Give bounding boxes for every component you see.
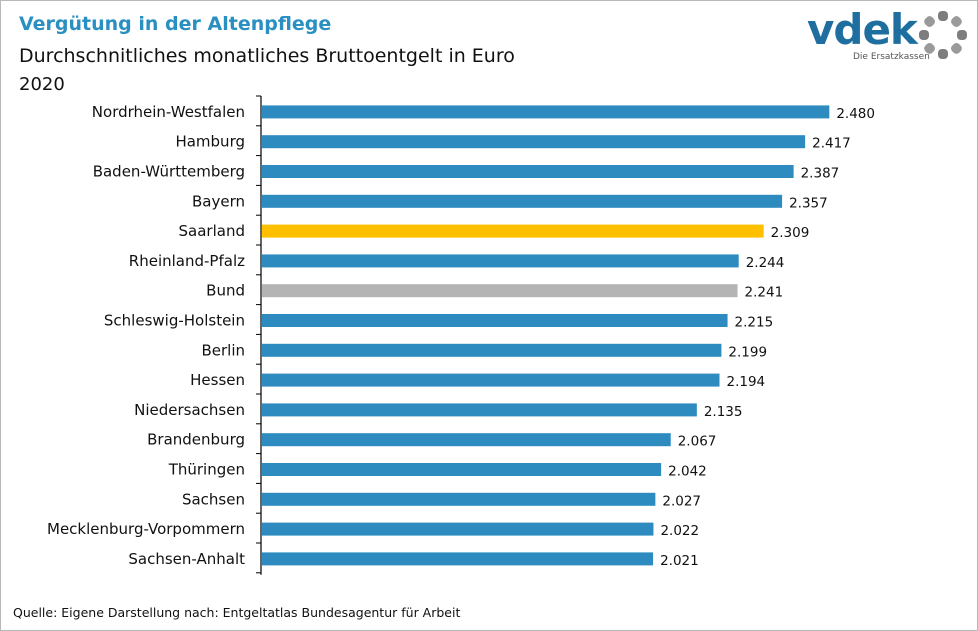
logo-tagline: Die Ersatzkassen (853, 52, 930, 62)
data-label: 2.480 (836, 106, 875, 122)
category-label: Brandenburg (147, 431, 245, 449)
bar (262, 254, 739, 268)
data-label: 2.022 (660, 523, 699, 539)
data-label: 2.199 (728, 344, 767, 360)
bar (262, 135, 806, 149)
logo-dot (951, 16, 962, 27)
bar (262, 165, 794, 178)
vdek-logo: vdek Die Ersatzkassen (801, 5, 973, 67)
bar (262, 284, 738, 298)
logo-dot (919, 30, 929, 40)
category-label: Niedersachsen (134, 401, 245, 419)
category-label: Sachsen-Anhalt (128, 550, 245, 568)
bar (262, 314, 728, 327)
bar (262, 105, 830, 119)
data-label: 2.357 (789, 195, 828, 211)
source-note: Quelle: Eigene Darstellung nach: Entgelt… (13, 605, 461, 620)
bar (262, 522, 654, 536)
bar (262, 373, 720, 387)
logo-dot (957, 30, 967, 40)
logo-ring-icon (919, 11, 967, 59)
category-label: Mecklenburg-Vorpommern (47, 520, 245, 538)
category-label: Nordrhein-Westfalen (92, 103, 245, 121)
data-label: 2.241 (745, 285, 784, 301)
data-label: 2.135 (704, 404, 743, 420)
category-label: Baden-Württemberg (93, 163, 245, 181)
bar (262, 224, 764, 238)
chart-subtitle: Durchschnitliches monatliches Bruttoentg… (19, 45, 515, 67)
chart-year: 2020 (19, 74, 65, 95)
bar (262, 433, 671, 447)
bar (262, 194, 783, 208)
category-label: Thüringen (168, 461, 245, 479)
data-label: 2.042 (668, 464, 707, 480)
logo-wordmark: vdek (807, 5, 918, 54)
data-label: 2.067 (678, 434, 717, 450)
chart-title: Vergütung in der Altenpflege (19, 13, 332, 35)
category-label: Schleswig-Holstein (104, 312, 245, 330)
data-label: 2.387 (801, 166, 840, 182)
logo-dot (924, 43, 935, 54)
category-label: Bund (206, 282, 245, 300)
category-label: Saarland (179, 222, 245, 240)
data-label: 2.215 (735, 315, 774, 331)
category-label: Sachsen (182, 490, 245, 508)
data-label: 2.021 (660, 553, 699, 569)
logo-dot (938, 49, 948, 59)
category-label: Bayern (192, 192, 245, 210)
category-label: Berlin (201, 341, 245, 359)
category-label: Hessen (190, 371, 245, 389)
data-label: 2.194 (726, 374, 765, 390)
data-label: 2.309 (771, 225, 810, 241)
data-label: 2.417 (812, 136, 851, 152)
category-label: Hamburg (175, 133, 245, 151)
data-label: 2.244 (746, 255, 785, 271)
bar (262, 403, 697, 417)
logo-dot (951, 43, 962, 54)
category-label: Rheinland-Pfalz (129, 252, 245, 270)
bar (262, 343, 722, 357)
logo-dot (938, 11, 948, 21)
bar (262, 552, 654, 566)
data-label: 2.027 (662, 493, 701, 509)
bar (262, 492, 656, 506)
bar (262, 463, 662, 476)
logo-dot (924, 16, 935, 27)
